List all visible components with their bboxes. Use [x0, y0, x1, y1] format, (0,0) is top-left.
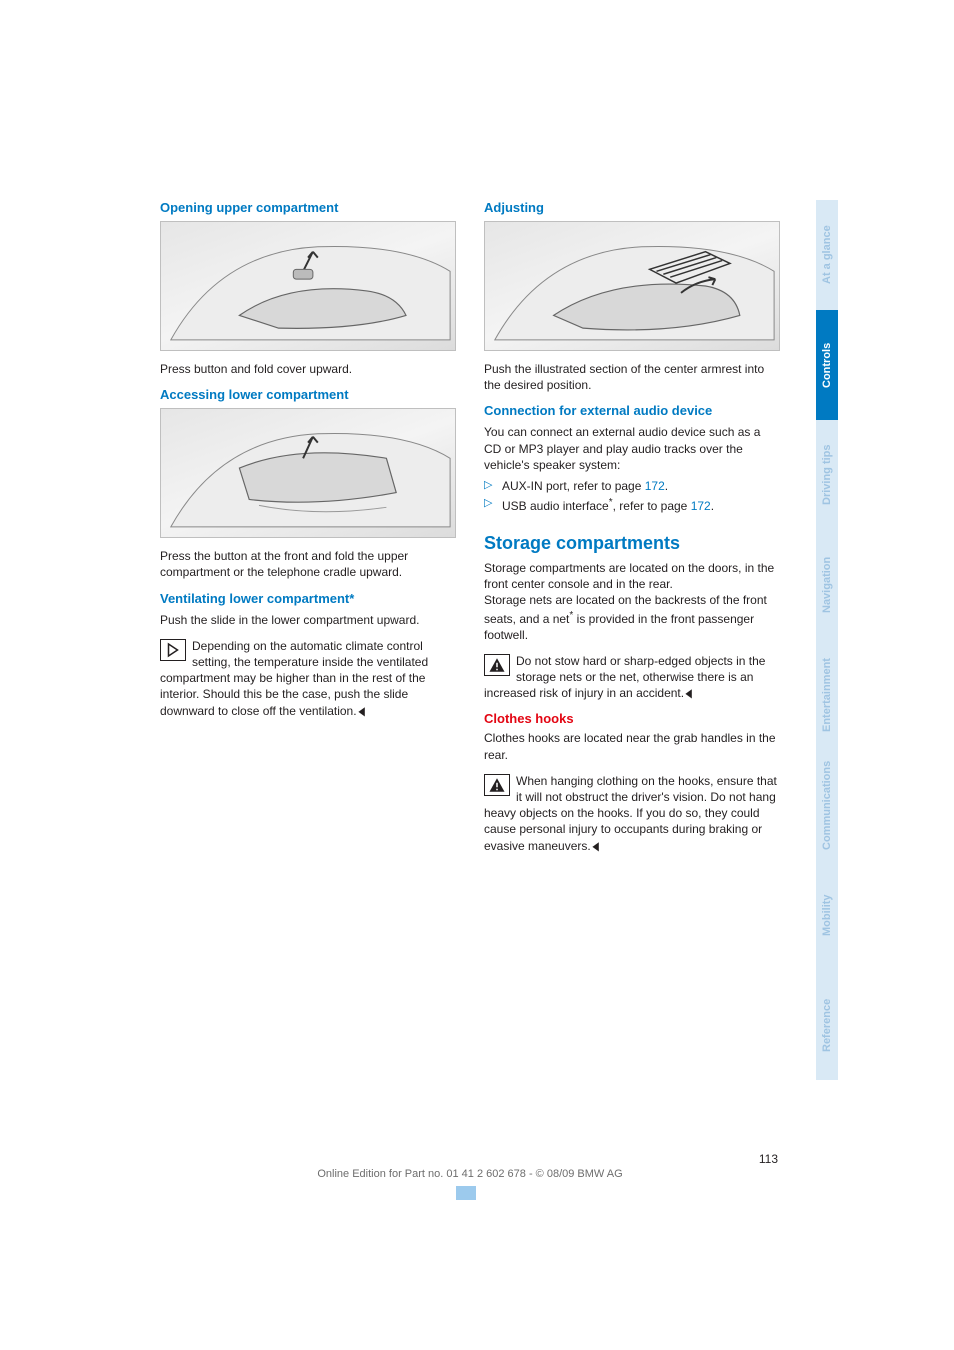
side-tab[interactable]: At a glance — [816, 200, 838, 310]
left-column: Opening upper compartment Press button a… — [160, 200, 456, 864]
caption-upper: Press button and fold cover upward. — [160, 361, 456, 377]
heading-adjusting: Adjusting — [484, 200, 780, 215]
side-tab[interactable]: Communications — [816, 750, 838, 860]
footer-line: Online Edition for Part no. 01 41 2 602 … — [160, 1168, 780, 1180]
info-arrow-icon — [160, 639, 186, 661]
heading-ventilating: Ventilating lower compartment* — [160, 591, 456, 606]
figure-adjusting — [484, 221, 780, 351]
figure-upper-compartment — [160, 221, 456, 351]
content-area: Opening upper compartment Press button a… — [160, 200, 780, 864]
end-mark-icon: ◀ — [358, 703, 364, 719]
figure-lower-compartment — [160, 408, 456, 538]
caption-adjusting: Push the illustrated section of the cent… — [484, 361, 780, 393]
clothes-warn-text: When hanging clothing on the hooks, ensu… — [484, 774, 777, 853]
ventilating-p1: Push the slide in the lower compartment … — [160, 612, 456, 628]
side-tab[interactable]: Controls — [816, 310, 838, 420]
warning-icon — [484, 654, 510, 676]
side-tab[interactable]: Mobility — [816, 860, 838, 970]
side-tab[interactable]: Driving tips — [816, 420, 838, 530]
storage-p1: Storage compartments are located on the … — [484, 560, 780, 592]
storage-warning: Do not stow hard or sharp-edged objects … — [484, 653, 780, 702]
warning-icon — [484, 774, 510, 796]
footer: 113 Online Edition for Part no. 01 41 2 … — [160, 1152, 780, 1180]
storage-p2: Storage nets are located on the backrest… — [484, 592, 780, 643]
side-tab[interactable]: Reference — [816, 970, 838, 1080]
heading-storage: Storage compartments — [484, 533, 780, 554]
connection-list: AUX-IN port, refer to page 172. USB audi… — [484, 477, 780, 515]
end-mark-icon: ◀ — [592, 838, 598, 854]
heading-connection: Connection for external audio device — [484, 403, 780, 418]
page-number: 113 — [160, 1152, 780, 1166]
clothes-warning: When hanging clothing on the hooks, ensu… — [484, 773, 780, 854]
right-column: Adjusting Push the illustrated section o… — [484, 200, 780, 864]
footer-accent-bar — [456, 1186, 476, 1200]
side-tabs: At a glanceControlsDriving tipsNavigatio… — [816, 200, 838, 1080]
page-ref-172a[interactable]: 172 — [645, 479, 665, 493]
heading-clothes-hooks: Clothes hooks — [484, 711, 780, 726]
storage-warn-text: Do not stow hard or sharp-edged objects … — [484, 654, 765, 700]
connection-p: You can connect an external audio device… — [484, 424, 780, 473]
heading-opening-upper: Opening upper compartment — [160, 200, 456, 215]
clothes-p: Clothes hooks are located near the grab … — [484, 730, 780, 762]
list-item: USB audio interface*, refer to page 172. — [484, 495, 780, 515]
page-ref-172b[interactable]: 172 — [691, 499, 711, 513]
end-mark-icon: ◀ — [685, 685, 691, 701]
ventilating-note-text: Depending on the automatic climate contr… — [160, 639, 428, 718]
heading-lower-compartment: Accessing lower compartment — [160, 387, 456, 402]
ventilating-note: Depending on the automatic climate contr… — [160, 638, 456, 719]
caption-lower: Press the button at the front and fold t… — [160, 548, 456, 580]
side-tab[interactable]: Entertainment — [816, 640, 838, 750]
side-tab[interactable]: Navigation — [816, 530, 838, 640]
list-item: AUX-IN port, refer to page 172. — [484, 477, 780, 495]
